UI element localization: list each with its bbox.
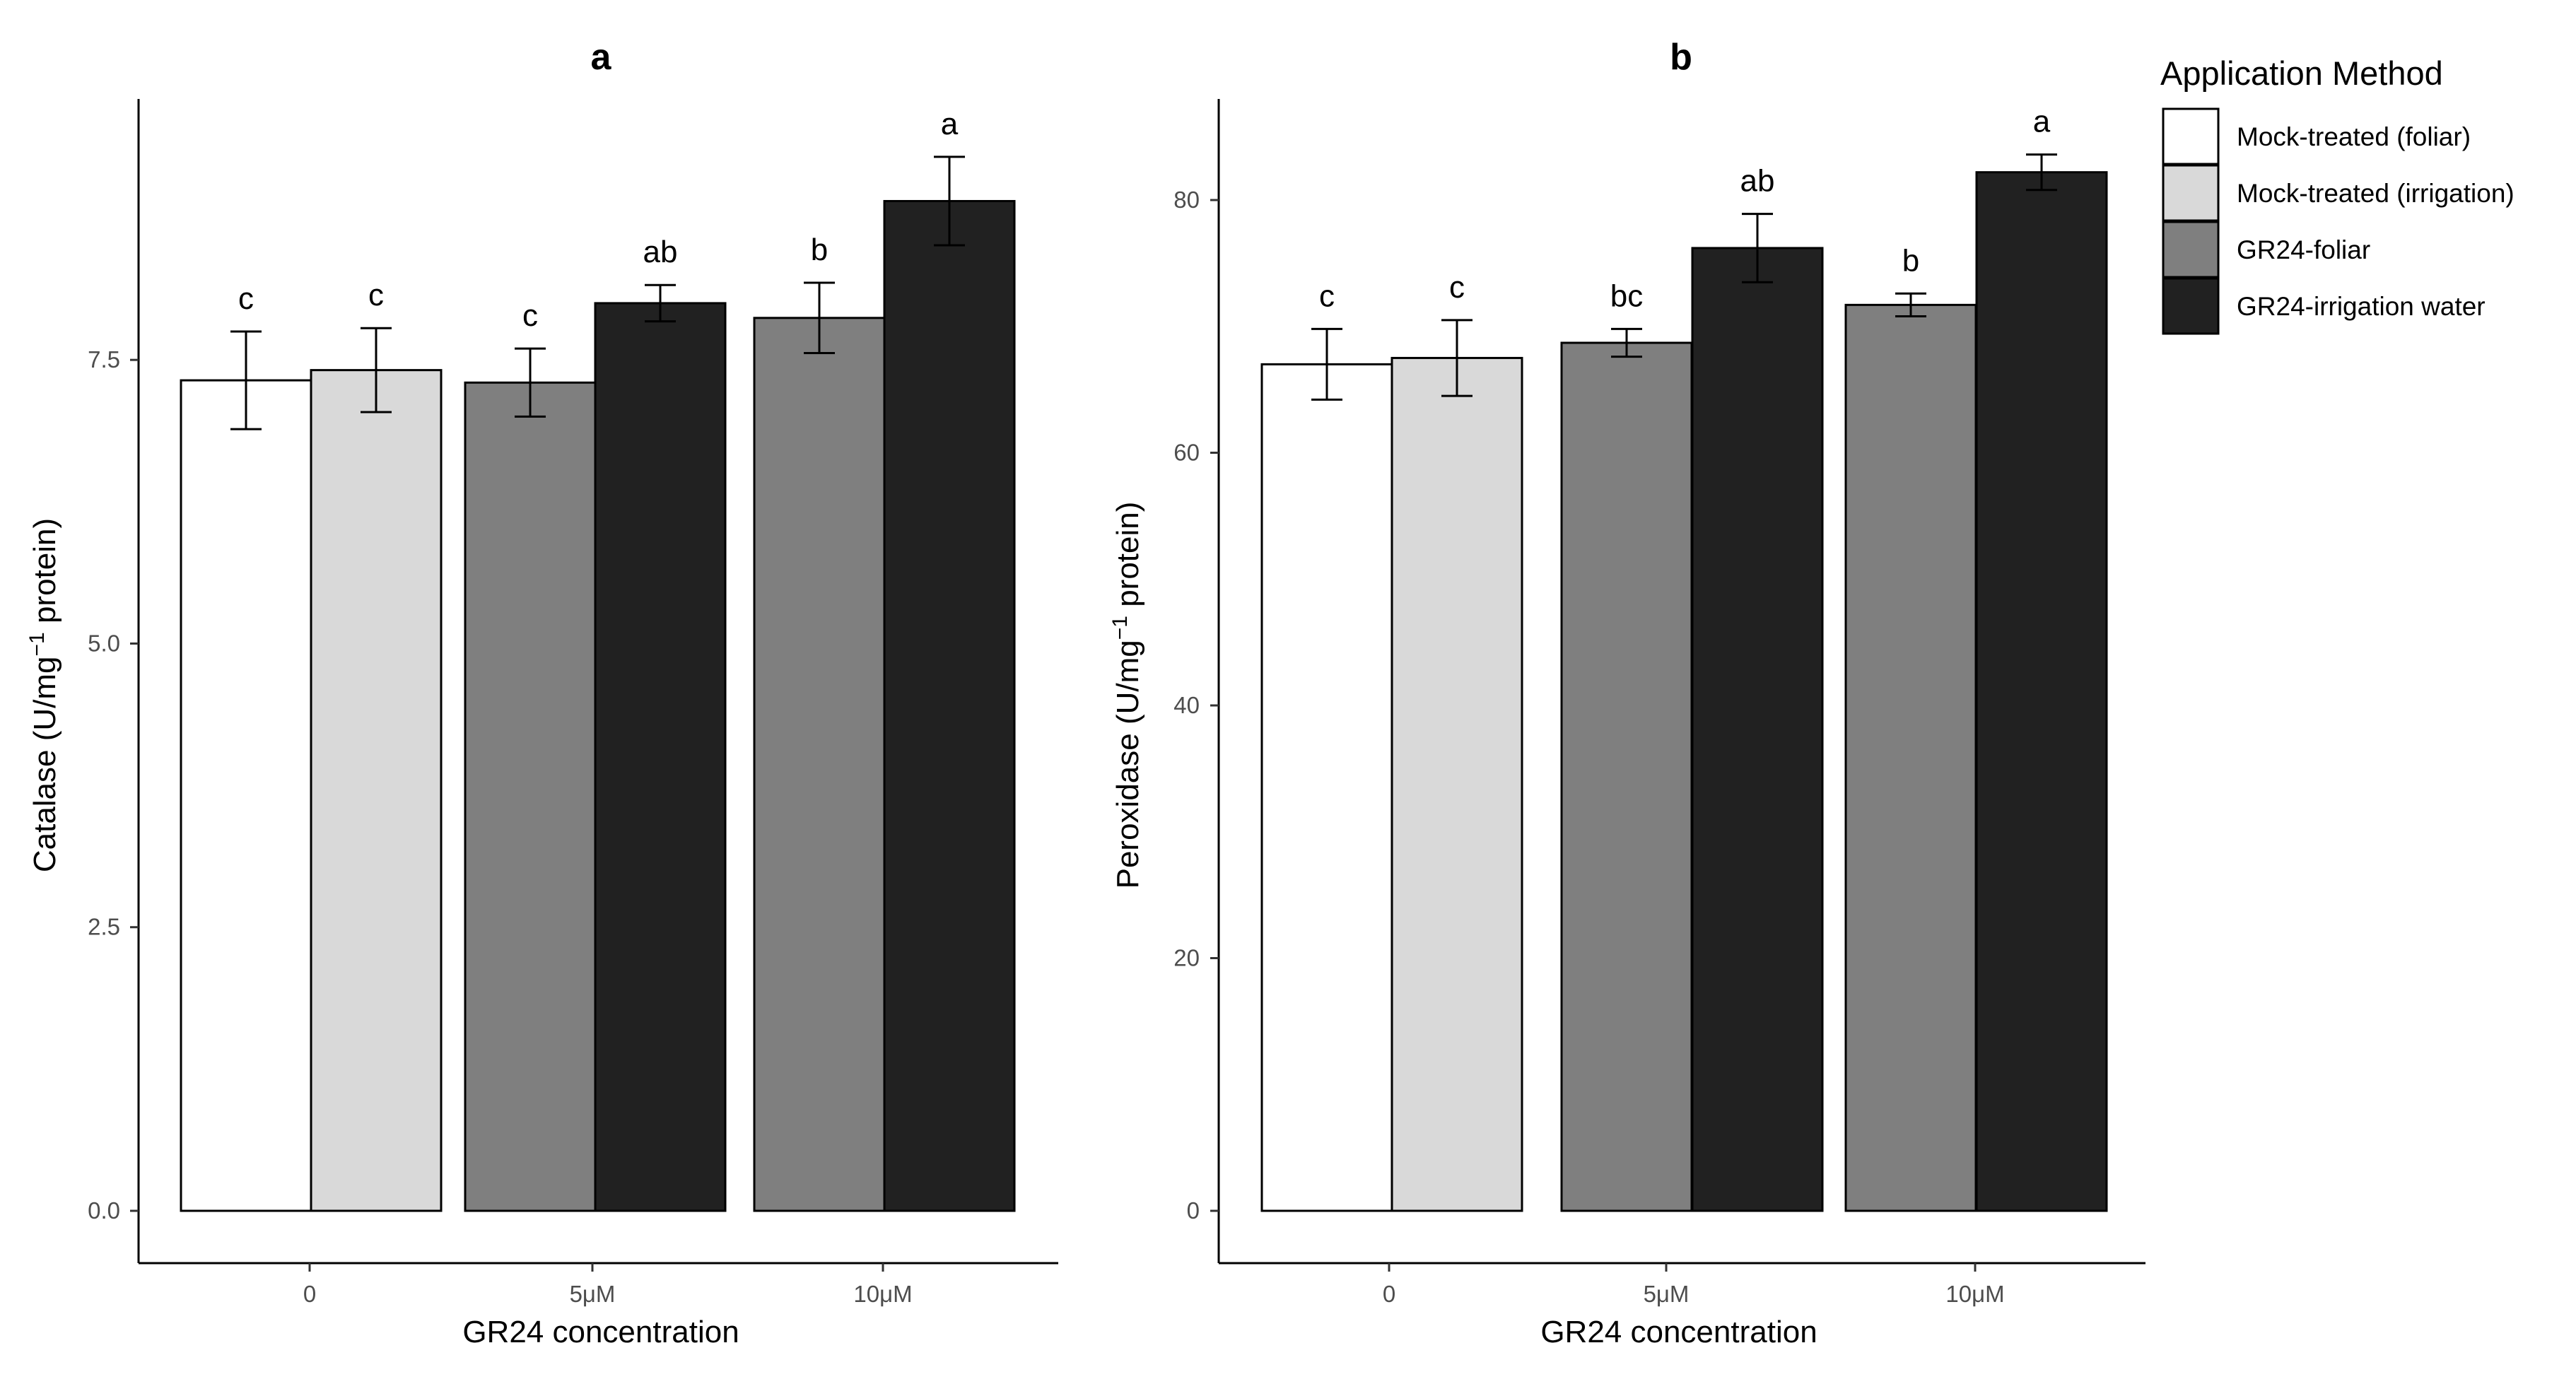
x-tick-label: 5μM [570,1281,616,1307]
legend-swatch [2162,164,2220,222]
significance-label: c [522,298,538,333]
x-axis-title: GR24 concentration [1540,1315,1817,1349]
x-tick-label: 0 [1383,1281,1395,1307]
bar [310,369,443,1212]
y-tick-label: 40 [1173,692,1200,718]
y-tick-label: 5.0 [88,630,120,656]
x-tick-label: 10μM [853,1281,912,1307]
significance-label: c [1319,278,1335,313]
x-tick-label: 0 [303,1281,316,1307]
x-axis-title: GR24 concentration [462,1315,739,1349]
significance-label: c [1449,270,1465,305]
panel-title: a [591,37,612,78]
legend: Application Method Mock-treated (foliar) M… [2160,54,2514,335]
y-axis-title: Catalase (U/mg−1 protein) [25,518,62,872]
y-tick-label: 7.5 [88,346,120,373]
y-axis-title-sup: −1 [25,632,49,656]
significance-label: ab [1740,164,1775,199]
y-tick-label: 60 [1173,440,1200,466]
legend-title: Application Method [2160,54,2443,92]
legend-label: GR24-irrigation water [2237,292,2486,321]
x-tick-label: 5μM [1644,1281,1690,1307]
significance-label: bc [1610,278,1643,313]
y-tick-label: 20 [1173,945,1200,971]
bar [1844,303,1977,1212]
legend-swatch [2162,107,2220,165]
significance-label: b [811,233,828,267]
bar [180,379,312,1212]
panel-a: a 0.0 2.5 5.0 7.5 0 5μM 10μM GR24 concentration C… [25,37,1058,1349]
significance-label: a [2033,105,2051,139]
bar [594,302,727,1212]
bar [1691,247,1824,1212]
y-axis-title-main: Peroxidase (U/mg [1111,640,1145,889]
legend-label: Mock-treated (irrigation) [2237,179,2514,208]
y-axis-title-tail: protein) [1111,502,1145,616]
legend-swatch [2162,277,2220,335]
bar [1560,341,1693,1212]
y-axis-title-sup: −1 [1108,616,1132,640]
bar [464,381,597,1212]
significance-label: b [1902,243,1919,278]
y-tick-label: 2.5 [88,914,120,940]
x-tick-label: 10μM [1945,1281,2004,1307]
bar [753,317,886,1212]
legend-label: GR24-foliar [2237,235,2370,264]
y-axis-title: Peroxidase (U/mg−1 protein) [1108,502,1145,889]
panel-b: b 0 20 40 60 80 0 5μM 10μM GR24 concentration Pero… [1108,37,2145,1349]
significance-label: c [368,278,384,312]
bar [883,199,1016,1212]
bar [1975,171,2108,1212]
y-tick-label: 0 [1187,1197,1200,1224]
y-axis-title-tail: protein) [28,518,62,632]
legend-swatch [2162,221,2220,278]
significance-label: c [238,281,254,316]
bar [1391,356,1523,1212]
significance-label: a [941,107,959,141]
bar [1260,363,1393,1212]
legend-label: Mock-treated (foliar) [2237,122,2471,151]
y-axis-title-main: Catalase (U/mg [28,656,62,872]
y-tick-label: 80 [1173,187,1200,213]
y-tick-label: 0.0 [88,1197,120,1224]
panel-title: b [1670,37,1692,78]
significance-label: ab [643,235,678,269]
